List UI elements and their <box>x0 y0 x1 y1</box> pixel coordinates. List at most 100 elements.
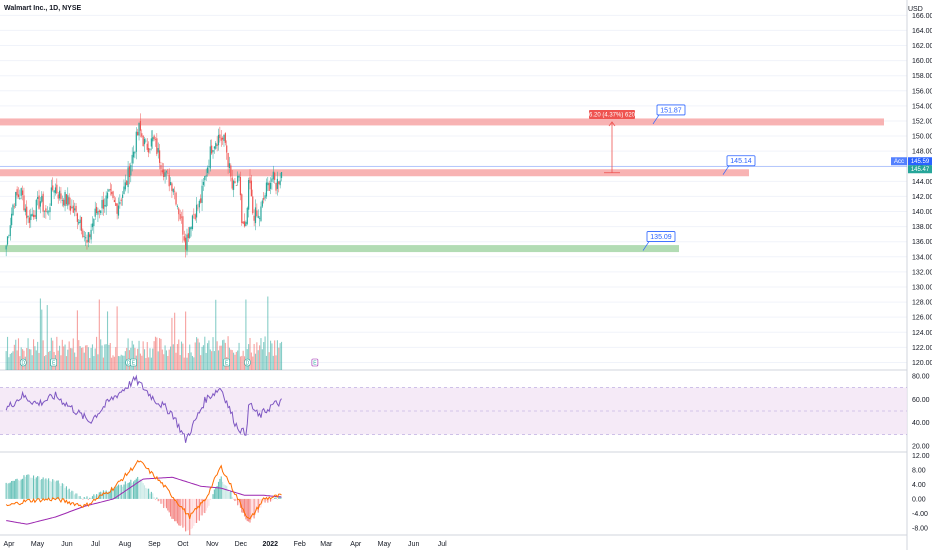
volume-bar <box>233 352 235 370</box>
macd-histogram-bar <box>72 491 74 499</box>
callout-pointer <box>722 165 730 175</box>
macd-histogram-bar <box>227 489 229 499</box>
macd-histogram-bar <box>219 478 221 499</box>
macd-tick-label: -4.00 <box>912 511 928 518</box>
candle-body <box>97 211 99 215</box>
macd-histogram-bar <box>65 486 67 499</box>
candle-body <box>126 180 128 186</box>
y-tick-label: 140.00 <box>912 209 932 216</box>
volume-bar <box>198 342 200 370</box>
candle-body <box>53 190 55 193</box>
macd-histogram-bar <box>253 498 255 519</box>
macd-tick-label: -8.00 <box>912 525 928 532</box>
candle-body <box>267 182 269 186</box>
volume-bar <box>124 351 126 370</box>
volume-bar <box>212 337 214 370</box>
volume-bar <box>112 355 114 370</box>
volume-bar <box>211 351 213 370</box>
candle-body <box>202 181 205 185</box>
volume-bar <box>5 351 7 370</box>
volume-bar <box>71 348 73 370</box>
x-tick-label: Apr <box>4 541 16 548</box>
candle-body <box>23 195 25 211</box>
macd-histogram-bar <box>237 498 239 506</box>
volume-bar <box>109 343 111 370</box>
candle-body <box>191 215 194 229</box>
x-tick-label: Jun <box>61 541 72 548</box>
volume-bar <box>178 339 180 370</box>
candle-body <box>278 181 280 185</box>
macd-histogram-bar <box>119 485 121 499</box>
macd-histogram-bar <box>157 498 159 502</box>
price-axis[interactable]: 120.00 122.00 124.00 126.00 128.00 130.00 132.… <box>891 13 932 532</box>
volume-bar <box>231 350 233 370</box>
macd-histogram-bar <box>5 482 7 499</box>
candle-body <box>204 175 206 181</box>
macd-histogram-bar <box>30 477 32 499</box>
volume-bar <box>127 338 129 370</box>
volume-bar <box>234 354 236 370</box>
macd-histogram-bar <box>249 498 251 523</box>
macd-histogram-bar <box>202 498 204 513</box>
chart-title: Walmart Inc., 1D, NYSE <box>4 5 81 12</box>
candle-body <box>108 189 110 192</box>
macd-histogram-bar <box>74 494 76 499</box>
volume-bar <box>11 352 13 370</box>
volume-bar <box>167 355 169 370</box>
macd-histogram-bar <box>268 498 270 501</box>
candle-body <box>167 172 169 174</box>
macd-histogram-bar <box>196 498 198 524</box>
volume-bar <box>200 355 202 370</box>
candle-body <box>146 143 148 150</box>
macd-histogram-bar <box>28 474 30 499</box>
macd-histogram-bar <box>204 498 206 514</box>
candle-body <box>69 205 72 211</box>
candle-body <box>257 215 259 218</box>
time-axis[interactable]: Apr May Jun Jul Aug Sep Oct Nov Dec 2022 Feb Mar Apr… <box>4 541 448 548</box>
event-marker-label: E <box>52 361 56 367</box>
macd-histogram-bar <box>6 483 9 499</box>
candle-body <box>215 142 217 149</box>
volume-bar <box>93 356 95 370</box>
candle-body <box>224 133 226 143</box>
volume-bar <box>248 344 250 370</box>
volume-bar <box>275 355 277 370</box>
candle-body <box>41 195 43 202</box>
volume-bar <box>194 342 196 370</box>
candle-body <box>120 199 122 201</box>
y-tick-label: 150.00 <box>912 134 932 141</box>
candle-body <box>145 140 147 142</box>
x-tick-label: Feb <box>294 541 306 548</box>
volume-bar <box>123 355 125 370</box>
candle-body <box>80 216 83 231</box>
volume-bar <box>183 357 185 370</box>
candle-body <box>156 138 158 155</box>
candle-body <box>254 207 257 224</box>
candle-body <box>17 194 20 197</box>
macd-histogram-bar <box>135 478 137 499</box>
candle-body <box>271 178 273 182</box>
macd-histogram-bar <box>113 488 115 499</box>
macd-histogram-bar <box>153 497 155 499</box>
macd-histogram-bar <box>220 476 222 499</box>
macd-histogram-bar <box>130 479 132 499</box>
macd-histogram-bar <box>165 498 167 509</box>
price-badge <box>891 157 907 166</box>
macd-histogram-bar <box>60 485 62 499</box>
candle-body <box>232 180 235 190</box>
macd-histogram-bar <box>163 498 165 509</box>
candle-body <box>269 182 272 189</box>
volume-bar <box>143 349 146 370</box>
volume-bar <box>268 352 270 370</box>
candle-body <box>9 225 11 236</box>
volume-bar <box>105 344 107 370</box>
level-callout <box>656 104 686 116</box>
volume-bar <box>141 355 143 370</box>
candle-body <box>248 180 250 210</box>
macd-histogram-bar <box>48 478 50 499</box>
macd-histogram-bar <box>89 497 91 499</box>
macd-histogram-bar <box>212 494 214 499</box>
macd-histogram-bar <box>67 489 69 499</box>
event-marker <box>311 358 319 367</box>
